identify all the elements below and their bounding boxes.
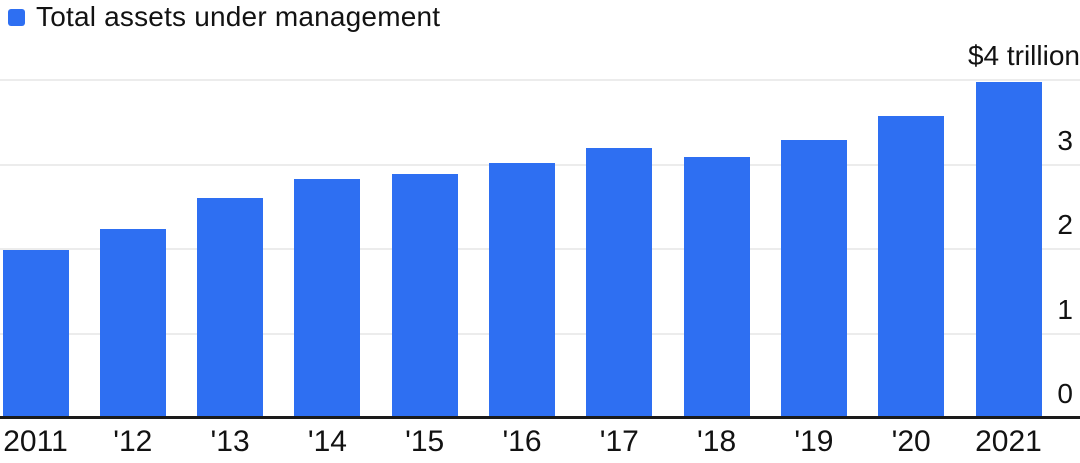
gridline xyxy=(0,79,1080,81)
bar-2015 xyxy=(391,173,458,418)
bar-2012 xyxy=(99,228,166,418)
x-tick-label: '18 xyxy=(697,425,737,458)
bar-2021 xyxy=(975,81,1042,418)
legend-swatch-icon xyxy=(8,8,25,26)
bar-2013 xyxy=(197,198,264,418)
bar-2017 xyxy=(586,148,653,418)
x-tick-label: '19 xyxy=(794,425,834,458)
x-tick-label: 2021 xyxy=(975,425,1042,458)
bar-2019 xyxy=(780,139,847,418)
x-tick-label: '14 xyxy=(307,425,347,458)
y-axis-label: 3 xyxy=(1057,124,1073,156)
bar-2014 xyxy=(294,178,361,418)
x-tick-label: '15 xyxy=(405,425,445,458)
x-tick-label: 2011 xyxy=(3,425,68,458)
bar-2016 xyxy=(489,162,555,418)
x-tick-label: '20 xyxy=(891,425,931,458)
x-tick-label: '17 xyxy=(599,425,639,458)
y-axis-label: 1 xyxy=(1057,293,1073,325)
chart-legend: Total assets under management xyxy=(8,1,441,32)
bar-2011 xyxy=(2,249,69,418)
bar-2020 xyxy=(878,116,945,418)
legend-label: Total assets under management xyxy=(36,1,441,32)
bar-2018 xyxy=(683,156,750,418)
y-axis-label: $4 trillion xyxy=(967,40,1080,71)
y-axis-label: 2 xyxy=(1057,209,1073,240)
x-tick-label: '12 xyxy=(113,425,153,458)
x-tick-label: '13 xyxy=(210,425,250,458)
x-tick-label: '16 xyxy=(502,425,542,458)
x-axis-baseline xyxy=(0,416,1080,419)
y-axis-label: 0 xyxy=(1057,378,1073,409)
